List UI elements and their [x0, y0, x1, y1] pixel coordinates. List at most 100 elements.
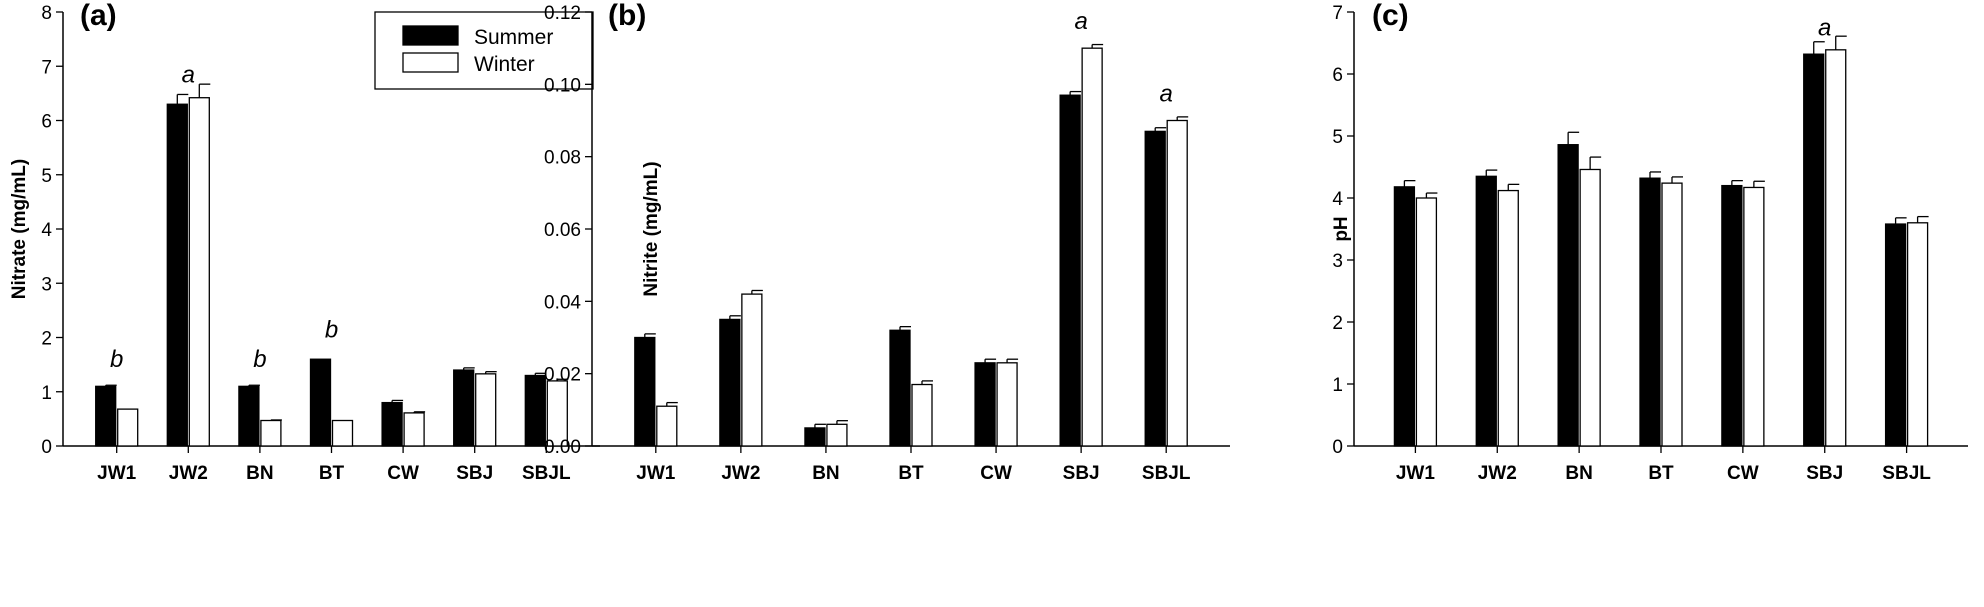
bar-summer	[309, 358, 332, 447]
bar-winter	[1081, 47, 1103, 447]
y-tick-label: 0.12	[544, 3, 581, 24]
y-tick-label: 0.04	[544, 292, 581, 313]
x-tick-label: SBJL	[1142, 463, 1191, 484]
x-tick-label: SBJ	[1806, 463, 1843, 484]
y-tick-label: 2	[1332, 313, 1343, 334]
bar-winter	[1415, 197, 1438, 447]
x-tick-label: CW	[980, 463, 1012, 484]
y-tick-label: 0	[1332, 437, 1343, 458]
x-tick-label: JW1	[97, 463, 137, 484]
chart-panel-1: 0 1 2 3 4 5 6 7 8 Nitrate (mg/mL) (a) JW1 JW2 BN BT CW S…	[9, 0, 600, 484]
bar-summer	[95, 385, 117, 447]
significance-letter: a	[182, 61, 195, 88]
bar-winter	[475, 373, 497, 447]
legend-swatch-winter	[402, 52, 459, 73]
legend-label: Summer	[474, 26, 553, 49]
chart-panel-2: 0.00 0.02 0.04 0.06 0.08 0.10 0.12 Nitrite (mg/…	[544, 0, 1230, 484]
bar-summer	[1803, 53, 1825, 447]
y-tick-label: 6	[1332, 65, 1343, 86]
bar-summer	[889, 329, 911, 447]
panel-label: (a)	[80, 0, 117, 32]
bar-winter	[1661, 182, 1683, 447]
bar-summer	[453, 369, 475, 447]
bar-winter	[1825, 49, 1847, 447]
bar-winter	[826, 423, 848, 447]
legend-box	[374, 11, 594, 90]
bar-summer	[524, 374, 546, 447]
x-tick-label: CW	[1727, 463, 1759, 484]
y-tick-label: 1	[41, 383, 52, 404]
bar-summer	[1059, 94, 1081, 447]
y-tick-label: 0.00	[544, 437, 581, 458]
x-tick-label: JW1	[636, 463, 676, 484]
significance-letter: b	[110, 346, 123, 373]
bar-winter	[1166, 119, 1188, 447]
panel-label: (c)	[1372, 0, 1409, 32]
y-tick-label: 0.08	[544, 148, 581, 169]
y-tick-label: 3	[1332, 251, 1343, 272]
bar-winter	[656, 405, 678, 447]
bar-summer	[166, 103, 188, 447]
bar-winter	[741, 293, 763, 447]
x-tick-label: BN	[812, 463, 839, 484]
bar-summer	[381, 401, 403, 447]
bar-summer	[1639, 177, 1661, 447]
y-tick-label: 4	[41, 220, 52, 241]
bar-winter	[911, 383, 933, 447]
bar-summer	[238, 385, 260, 447]
x-tick-label: SBJL	[522, 463, 571, 484]
y-tick-label: 4	[1332, 189, 1343, 210]
significance-letter: a	[1074, 8, 1087, 35]
y-axis-title: pH	[1331, 216, 1352, 241]
y-axis-title: Nitrate (mg/mL)	[9, 159, 30, 299]
bar-summer	[1393, 186, 1416, 447]
x-tick-label: BT	[898, 463, 924, 484]
y-tick-label: 5	[41, 166, 52, 187]
x-tick-label: SBJ	[456, 463, 493, 484]
bar-winter	[1906, 222, 1929, 447]
y-axis-title: Nitrite (mg/mL)	[641, 161, 662, 296]
bar-winter	[117, 408, 139, 447]
panel-label: (b)	[608, 0, 646, 32]
x-tick-label: BT	[1648, 463, 1674, 484]
bar-winter	[1497, 189, 1519, 447]
bar-summer	[804, 427, 826, 447]
y-tick-label: 0.06	[544, 220, 581, 241]
bar-winter	[996, 362, 1018, 447]
x-tick-label: SBJL	[1882, 463, 1931, 484]
significance-letter: b	[253, 346, 266, 373]
bar-winter	[260, 419, 282, 447]
x-tick-label: BN	[246, 463, 273, 484]
x-tick-label: JW2	[169, 463, 208, 484]
significance-letter: b	[325, 316, 338, 343]
y-tick-label: 0.02	[544, 365, 581, 386]
y-tick-label: 6	[41, 112, 52, 133]
bar-summer	[1884, 223, 1907, 447]
y-tick-label: 1	[1332, 375, 1343, 396]
bar-summer	[1557, 144, 1579, 447]
x-tick-label: SBJ	[1063, 463, 1100, 484]
x-tick-label: JW2	[1478, 463, 1517, 484]
chart-panel-3: 0 1 2 3 4 5 6 7 pH (c) JW1 JW2 BN BT CW SBJ SBJL a	[1331, 0, 1968, 484]
bar-summer	[719, 318, 741, 447]
legend-swatch-summer	[402, 25, 459, 46]
legend-label: Winter	[474, 53, 535, 76]
x-tick-label: CW	[387, 463, 419, 484]
y-tick-label: 7	[41, 57, 52, 78]
bar-summer	[1721, 184, 1743, 447]
y-tick-label: 5	[1332, 127, 1343, 148]
bar-summer	[1475, 175, 1497, 447]
y-tick-label: 3	[41, 274, 52, 295]
x-tick-label: JW2	[721, 463, 760, 484]
x-tick-label: BT	[319, 463, 345, 484]
bar-winter	[1743, 186, 1765, 447]
bar-summer	[1144, 130, 1166, 447]
y-tick-label: 2	[41, 329, 52, 350]
y-tick-label: 0.10	[544, 75, 581, 96]
x-tick-label: JW1	[1396, 463, 1436, 484]
significance-letter: a	[1160, 80, 1173, 107]
bar-winter	[331, 419, 354, 447]
significance-letter: a	[1818, 15, 1831, 42]
bar-summer	[974, 362, 996, 447]
